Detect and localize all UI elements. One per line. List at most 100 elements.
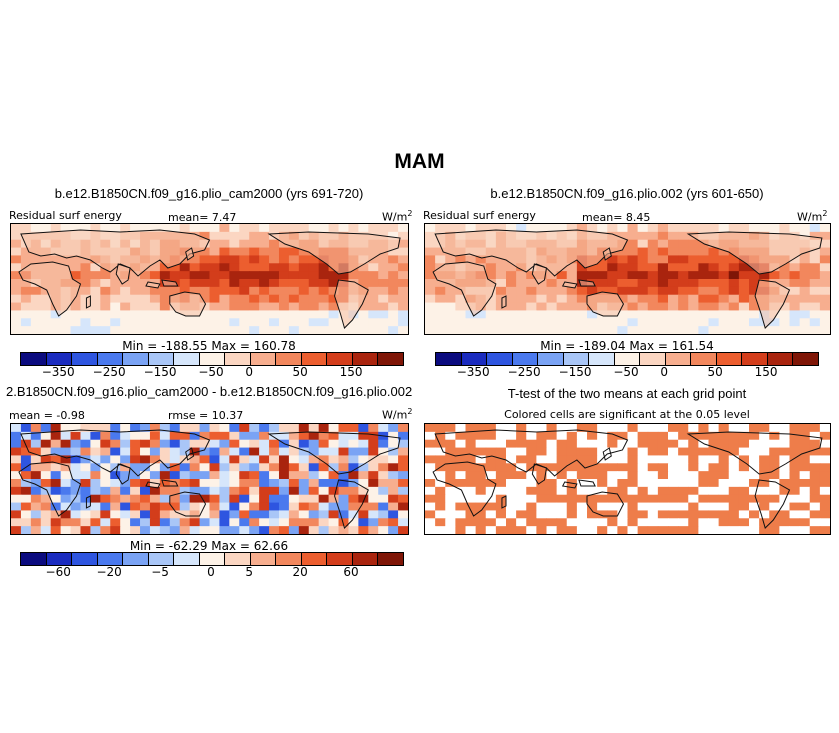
map-cell <box>70 510 81 519</box>
map-cell <box>536 494 548 504</box>
map-cell <box>738 486 750 496</box>
map-cell <box>516 510 527 519</box>
map-cell <box>169 510 181 519</box>
map-cell <box>668 479 679 488</box>
map-cell <box>278 455 290 464</box>
map-cell <box>378 447 389 456</box>
map-cell <box>779 224 791 233</box>
map-cell <box>288 447 300 456</box>
map-cell <box>269 326 280 334</box>
map-cell <box>199 494 210 504</box>
map-cell <box>789 310 801 319</box>
map-cell <box>435 286 446 296</box>
map-cell <box>278 510 290 519</box>
map-cell <box>759 455 770 464</box>
map-cell <box>30 471 42 480</box>
map-cell <box>249 510 260 519</box>
map-cell <box>159 479 171 488</box>
map-cell <box>566 510 578 519</box>
map-cell <box>149 463 161 472</box>
map-cell <box>328 286 340 296</box>
map-cell <box>90 310 101 319</box>
map-cell <box>819 239 830 249</box>
map-cell <box>149 447 161 456</box>
map-cell <box>368 463 379 472</box>
map-cell <box>60 471 72 480</box>
map-cell <box>278 447 290 456</box>
map-cell <box>199 431 210 441</box>
map-cell <box>657 239 669 249</box>
map-cell <box>647 286 659 296</box>
map-cell <box>678 518 689 527</box>
map-cell <box>229 224 240 233</box>
map-cell <box>40 224 52 233</box>
map-cell <box>308 502 320 511</box>
map-cell <box>288 302 300 311</box>
map-cell <box>318 224 330 233</box>
map-cell <box>556 494 568 504</box>
map-cell <box>398 431 408 441</box>
map-cell <box>455 526 467 534</box>
map-cell <box>799 310 811 319</box>
map-cell <box>779 431 791 441</box>
map-cell <box>536 486 548 496</box>
map-cell <box>728 463 740 472</box>
map-cell <box>50 424 62 433</box>
map-cell <box>40 471 52 480</box>
map-cell <box>328 510 340 519</box>
map-cell <box>50 310 62 319</box>
map-cell <box>308 463 320 472</box>
map-cell <box>657 231 669 241</box>
map-cell <box>566 271 578 280</box>
map-cell <box>398 239 408 249</box>
map-cell <box>209 326 220 334</box>
map-cell <box>189 471 201 480</box>
map-cell <box>229 318 240 327</box>
map-cell <box>100 424 111 433</box>
map-cell <box>576 518 588 527</box>
map-cell <box>546 294 558 304</box>
map-cell <box>526 302 537 311</box>
map-cell <box>308 310 320 319</box>
map-cell <box>398 231 408 241</box>
map-cell <box>229 326 240 334</box>
map-cell <box>378 318 389 327</box>
map-cell <box>189 455 201 464</box>
map-cell <box>536 224 548 233</box>
map-cell <box>627 310 639 319</box>
map-cell <box>318 286 330 296</box>
map-cell <box>799 424 811 433</box>
coastline <box>169 291 207 317</box>
map-cell <box>506 326 517 334</box>
map-cell <box>90 263 101 272</box>
map-cell <box>789 494 801 504</box>
map-cell <box>358 486 369 496</box>
map-cell <box>789 302 801 311</box>
map-cell <box>536 326 548 334</box>
map-cell <box>259 263 270 272</box>
map-cell <box>120 486 131 496</box>
map-cell <box>348 518 359 527</box>
map-cell <box>120 439 131 449</box>
map-cell <box>475 455 487 464</box>
map-cell <box>298 286 310 296</box>
map-cell <box>516 271 527 280</box>
map-cell <box>668 279 679 288</box>
map-cell <box>647 526 659 534</box>
map-cell <box>809 424 821 433</box>
map-cell <box>189 326 201 334</box>
map-cell <box>30 286 42 296</box>
map-cell <box>718 510 730 519</box>
map-cell <box>229 479 240 488</box>
map-cell <box>388 471 399 480</box>
map-cell <box>169 463 181 472</box>
map-cell <box>495 263 507 272</box>
map-cell <box>189 286 201 296</box>
map-cell <box>587 439 598 449</box>
map-cell <box>617 286 629 296</box>
map-cell <box>617 439 629 449</box>
map-cell <box>809 502 821 511</box>
map-cell <box>259 302 270 311</box>
map-cell <box>647 239 659 249</box>
map-cell <box>140 463 151 472</box>
